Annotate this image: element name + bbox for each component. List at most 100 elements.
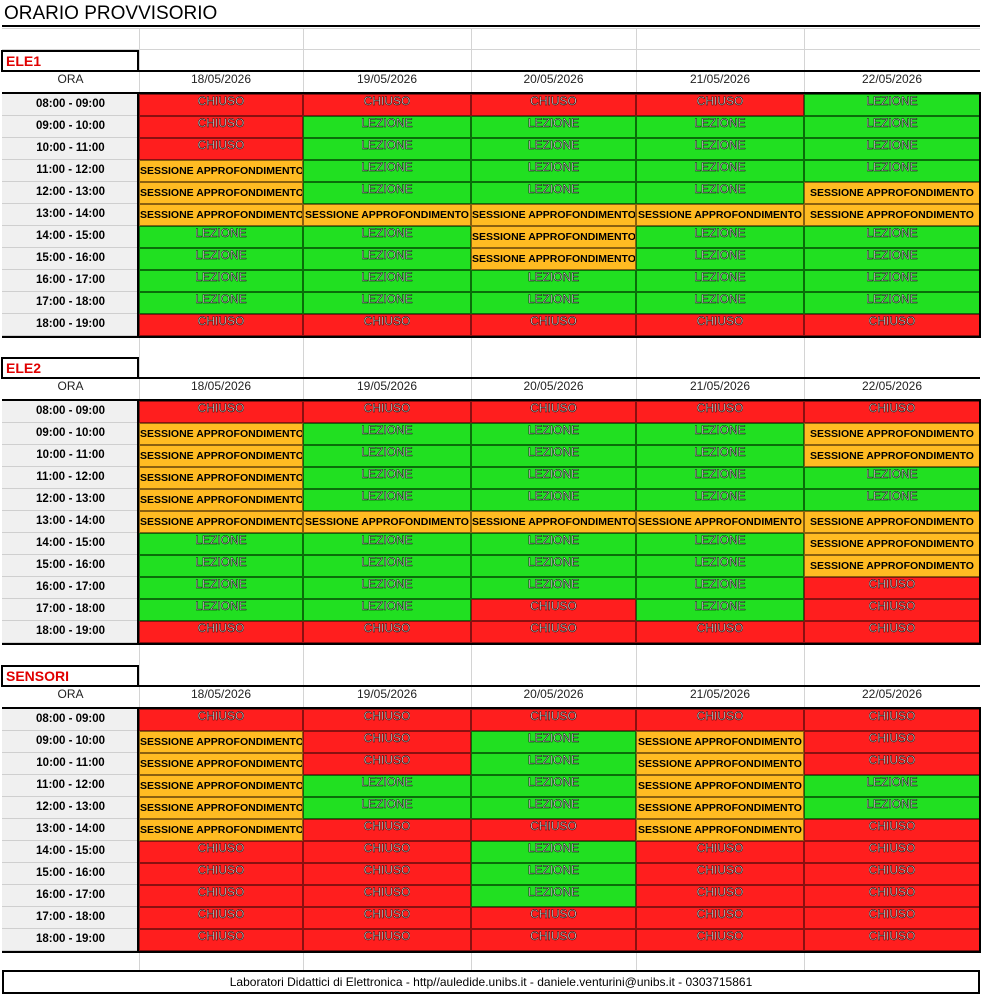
slot-chiuso: CHIUSO [303,863,471,885]
hour-label: 10:00 - 11:00 [2,753,139,775]
slot-chiuso: CHIUSO [303,907,471,929]
slot-sessione: SESSIONE APPROFONDIMENTO [804,423,980,445]
grid-top-border [2,707,980,709]
slot-lezione: LEZIONE [471,555,636,577]
date-header: 19/05/2026 [356,687,418,701]
slot-lezione: LEZIONE [636,248,804,270]
slot-lezione: LEZIONE [471,533,636,555]
ora-header: ORA [57,72,84,86]
hour-label: 08:00 - 09:00 [2,401,139,423]
hour-label: 17:00 - 18:00 [2,599,139,621]
slot-lezione: LEZIONE [471,116,636,138]
hour-label: 09:00 - 10:00 [2,423,139,445]
slot-chiuso: CHIUSO [636,94,804,116]
hour-label: 13:00 - 14:00 [2,511,139,533]
slot-lezione: LEZIONE [636,445,804,467]
hour-label: 17:00 - 18:00 [2,907,139,929]
slot-sessione: SESSIONE APPROFONDIMENTO [139,423,303,445]
hour-label: 12:00 - 13:00 [2,797,139,819]
hour-label: 13:00 - 14:00 [2,204,139,226]
slot-lezione: LEZIONE [303,533,471,555]
slot-chiuso: CHIUSO [636,621,804,643]
slot-sessione: SESSIONE APPROFONDIMENTO [139,160,303,182]
slot-lezione: LEZIONE [471,775,636,797]
slot-lezione: LEZIONE [303,445,471,467]
slot-chiuso: CHIUSO [471,94,636,116]
slot-chiuso: CHIUSO [303,753,471,775]
date-header: 18/05/2026 [190,379,252,393]
hour-label: 16:00 - 17:00 [2,577,139,599]
hour-label: 13:00 - 14:00 [2,819,139,841]
slot-lezione: LEZIONE [804,467,980,489]
slot-sessione: SESSIONE APPROFONDIMENTO [636,797,804,819]
slot-chiuso: CHIUSO [804,819,980,841]
slot-sessione: SESSIONE APPROFONDIMENTO [636,753,804,775]
hour-label: 16:00 - 17:00 [2,885,139,907]
slot-lezione: LEZIONE [471,138,636,160]
hour-label: 18:00 - 19:00 [2,314,139,336]
hour-label: 15:00 - 16:00 [2,555,139,577]
slot-chiuso: CHIUSO [471,709,636,731]
slot-lezione: LEZIONE [303,116,471,138]
slot-lezione: LEZIONE [804,270,980,292]
slot-chiuso: CHIUSO [804,401,980,423]
hour-label: 14:00 - 15:00 [2,226,139,248]
slot-lezione: LEZIONE [139,599,303,621]
slot-lezione: LEZIONE [139,248,303,270]
header-divider [139,70,980,72]
slot-chiuso: CHIUSO [804,731,980,753]
slot-lezione: LEZIONE [303,248,471,270]
slot-sessione: SESSIONE APPROFONDIMENTO [636,204,804,226]
grid-right-border [979,707,981,953]
slot-sessione: SESSIONE APPROFONDIMENTO [471,248,636,270]
slot-chiuso: CHIUSO [804,841,980,863]
grid-hline [2,49,980,50]
slot-sessione: SESSIONE APPROFONDIMENTO [139,731,303,753]
slot-lezione: LEZIONE [636,182,804,204]
slot-lezione: LEZIONE [471,577,636,599]
hour-label: 11:00 - 12:00 [2,160,139,182]
header-divider [139,685,980,687]
slot-chiuso: CHIUSO [636,841,804,863]
slot-lezione: LEZIONE [636,138,804,160]
slot-lezione: LEZIONE [636,423,804,445]
slot-sessione: SESSIONE APPROFONDIMENTO [636,731,804,753]
hour-label: 18:00 - 19:00 [2,621,139,643]
slot-chiuso: CHIUSO [471,599,636,621]
hour-label: 18:00 - 19:00 [2,929,139,951]
slot-lezione: LEZIONE [471,182,636,204]
slot-chiuso: CHIUSO [139,116,303,138]
slot-lezione: LEZIONE [804,248,980,270]
hour-label: 14:00 - 15:00 [2,841,139,863]
slot-lezione: LEZIONE [471,797,636,819]
slot-lezione: LEZIONE [471,292,636,314]
slot-chiuso: CHIUSO [303,731,471,753]
slot-chiuso: CHIUSO [139,621,303,643]
slot-chiuso: CHIUSO [303,709,471,731]
slot-chiuso: CHIUSO [804,577,980,599]
grid-bottom-border [2,951,980,953]
slot-sessione: SESSIONE APPROFONDIMENTO [804,204,980,226]
slot-lezione: LEZIONE [636,292,804,314]
slot-lezione: LEZIONE [303,797,471,819]
hour-label: 12:00 - 13:00 [2,489,139,511]
slot-chiuso: CHIUSO [471,929,636,951]
slot-sessione: SESSIONE APPROFONDIMENTO [636,775,804,797]
slot-chiuso: CHIUSO [139,709,303,731]
slot-lezione: LEZIONE [471,489,636,511]
slot-lezione: LEZIONE [471,423,636,445]
slot-lezione: LEZIONE [303,599,471,621]
grid-right-border [979,92,981,338]
slot-sessione: SESSIONE APPROFONDIMENTO [471,511,636,533]
slot-chiuso: CHIUSO [139,929,303,951]
slot-chiuso: CHIUSO [804,863,980,885]
date-header: 22/05/2026 [861,379,923,393]
slot-lezione: LEZIONE [471,160,636,182]
slot-chiuso: CHIUSO [636,314,804,336]
slot-chiuso: CHIUSO [804,599,980,621]
hour-label: 10:00 - 11:00 [2,138,139,160]
slot-lezione: LEZIONE [139,226,303,248]
grid-right-border [979,399,981,645]
slot-sessione: SESSIONE APPROFONDIMENTO [804,445,980,467]
